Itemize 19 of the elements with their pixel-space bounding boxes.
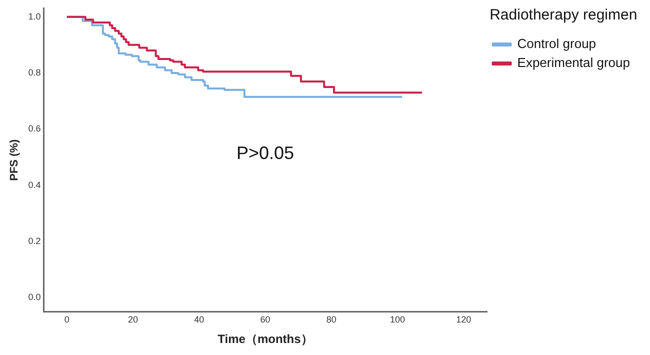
y-tick-label: 1.0 bbox=[28, 11, 41, 22]
x-tick-label: 120 bbox=[456, 314, 472, 325]
x-tick-label: 80 bbox=[326, 314, 336, 325]
y-tick-label: 0.2 bbox=[28, 236, 41, 246]
x-axis-title: Time（months） bbox=[218, 332, 313, 346]
y-tick-label: 0.0 bbox=[28, 292, 41, 302]
legend-label: Control group bbox=[517, 36, 596, 52]
x-tick-label: 40 bbox=[194, 314, 204, 325]
legend-title: Radiotherapy regimen bbox=[490, 6, 638, 24]
y-tick-label: 0.8 bbox=[28, 67, 41, 78]
x-tick-label: 60 bbox=[260, 314, 270, 325]
legend-label: Experimental group bbox=[517, 55, 630, 70]
y-tick-label: 0.6 bbox=[28, 124, 41, 134]
annotation: P>0.05 bbox=[236, 143, 294, 163]
y-tick-label: 0.4 bbox=[28, 180, 41, 190]
x-tick-label: 100 bbox=[390, 314, 406, 325]
y-axis-title: PFS (%) bbox=[8, 138, 21, 181]
x-tick-label: 0 bbox=[64, 314, 70, 325]
x-tick-label: 20 bbox=[128, 314, 138, 325]
